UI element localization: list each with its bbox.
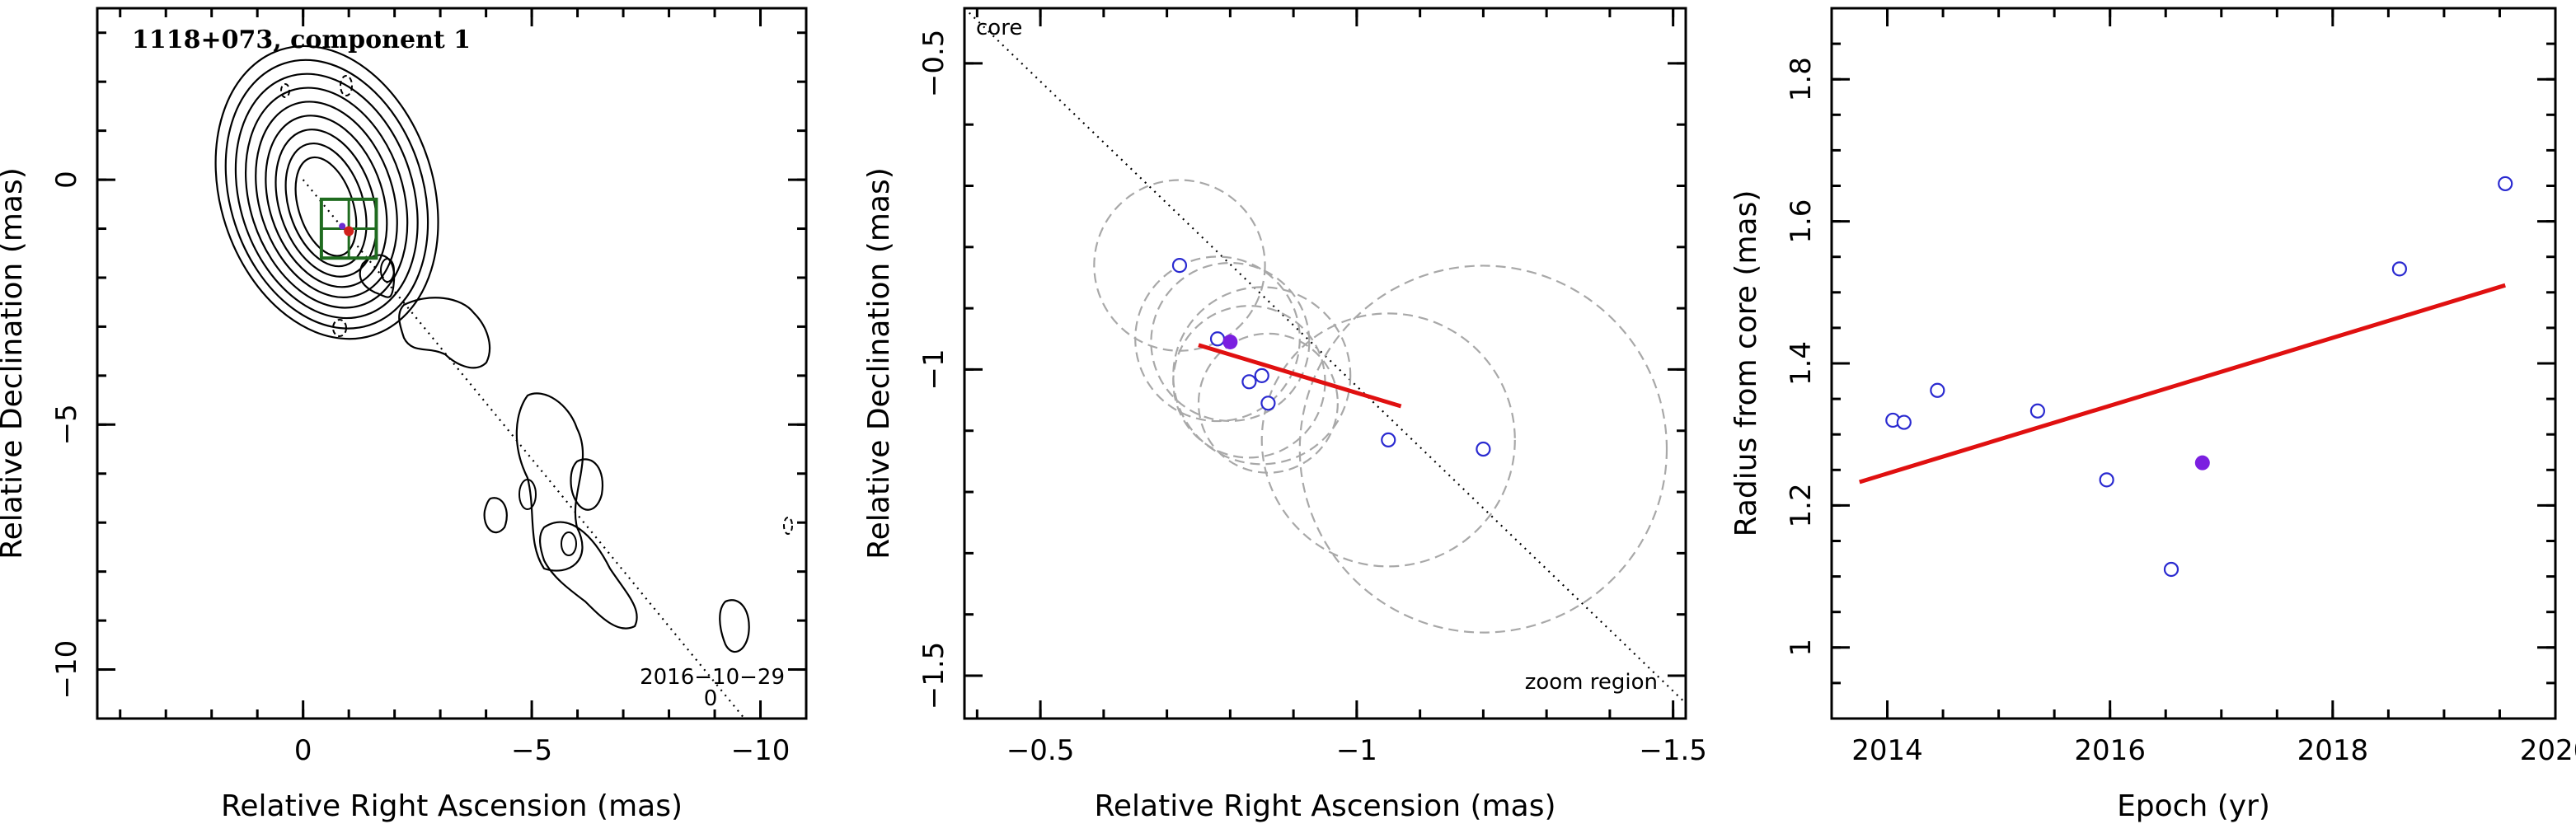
x-tick-label: 2018 (2297, 734, 2369, 767)
core-contour (214, 44, 439, 340)
x-tick-label: −5 (511, 734, 552, 767)
y-tick-label: −1.5 (917, 642, 950, 710)
negative-contour (280, 83, 290, 98)
plot-frame (1830, 7, 2557, 720)
negative-contour (332, 319, 347, 337)
jet-contour (359, 254, 396, 298)
core-contour (244, 87, 409, 309)
core-contour (294, 156, 358, 257)
data-point (2163, 561, 2180, 578)
component-marker (344, 226, 354, 236)
y-tick-label: −1 (917, 349, 950, 390)
panel-zoom: −0.5 −1 −1.5 −0.5 −1 −1.5 Relative Right Ascen… (862, 7, 1707, 823)
y-tick-label: −10 (50, 640, 83, 700)
x-tick-label: −0.5 (1006, 734, 1075, 767)
x-tick-label: 2016 (2074, 734, 2146, 767)
plot-frame (96, 7, 808, 720)
x-tick-label: −1.5 (1639, 734, 1707, 767)
y-tick-label: 1.8 (1785, 57, 1818, 101)
data-point (1930, 382, 1945, 398)
error-circle (1172, 286, 1352, 466)
y-axis-label: Radius from core (mas) (1729, 190, 1763, 537)
data-point (1241, 374, 1257, 390)
x-tick-label: 2020 (2520, 734, 2576, 767)
data-point (1381, 432, 1396, 447)
jet-contour (380, 258, 395, 283)
panel-map: 0 −5 −10 0 −5 −10 Relative Right Ascension (ma… (0, 7, 808, 823)
data-point (1171, 258, 1188, 274)
y-tick-label: 1.2 (1785, 483, 1818, 527)
x-axis-label: Relative Right Ascension (mas) (221, 789, 683, 823)
x-tick-label: −10 (731, 734, 791, 767)
reference-point (1222, 334, 1238, 349)
data-point (2498, 176, 2513, 192)
core-contour (234, 73, 419, 320)
x-tick-label: 2014 (1851, 734, 1923, 767)
data-point (2391, 261, 2407, 277)
data-point (1476, 441, 1491, 457)
plot-frame (963, 7, 1687, 720)
data-point (1896, 414, 1912, 430)
error-circle (1134, 255, 1301, 423)
x-axis-label: Epoch (yr) (2117, 789, 2270, 823)
core-contour (284, 142, 368, 268)
jet-contour (483, 497, 508, 534)
jet-contour (561, 531, 577, 556)
x-tick-label: 0 (294, 734, 312, 767)
data-point (1254, 368, 1269, 383)
chart-title: 1118+073, component 1 (132, 26, 471, 54)
x-axis-label: Relative Right Ascension (mas) (1094, 789, 1555, 823)
jet-contour (515, 392, 584, 572)
jet-contour (398, 297, 490, 369)
panel-radius-vs-epoch: 2014 2016 2018 2020 1 1.2 1.4 1.6 1.8 Epoch (yr) R… (1729, 7, 2576, 823)
y-tick-label: −5 (50, 404, 83, 445)
zoom-region-annotation: zoom region (1525, 670, 1658, 695)
data-point (1209, 331, 1226, 347)
component-marker (339, 222, 346, 230)
zoom-content (964, 8, 1686, 705)
reference-point (2194, 455, 2210, 471)
error-circle (1298, 265, 1668, 634)
fit-line (1198, 343, 1402, 409)
fit-line (1859, 283, 2506, 485)
core-contour (265, 115, 388, 288)
jet-contour (518, 479, 537, 510)
y-tick-label: 1 (1785, 639, 1818, 657)
core-annotation: core (976, 16, 1022, 40)
jet-contour (570, 458, 604, 511)
y-axis-label: Relative Declination (mas) (0, 167, 29, 559)
data-point (1260, 396, 1276, 411)
data-point (2029, 403, 2045, 419)
y-tick-label: −0.5 (917, 30, 950, 98)
negative-contour (340, 75, 353, 96)
error-circle (1260, 312, 1516, 568)
jet-axis-line (302, 179, 746, 719)
data-point (2099, 472, 2114, 488)
negative-contour (783, 517, 793, 535)
y-tick-label: 1.6 (1785, 199, 1818, 244)
jet-contour (719, 599, 750, 653)
y-axis-label: Relative Declination (mas) (862, 167, 896, 559)
core-contour (224, 59, 429, 330)
jet-contour (539, 521, 638, 630)
core-contour (274, 129, 378, 278)
map-content (214, 44, 793, 719)
y-tick-label: 0 (50, 171, 83, 189)
x-tick-label: −1 (1336, 734, 1377, 767)
core-contour (255, 101, 398, 298)
beam-marker: 0 (704, 686, 718, 711)
epoch-label: 2016−10−29 (640, 665, 785, 690)
y-tick-label: 1.4 (1785, 341, 1818, 386)
